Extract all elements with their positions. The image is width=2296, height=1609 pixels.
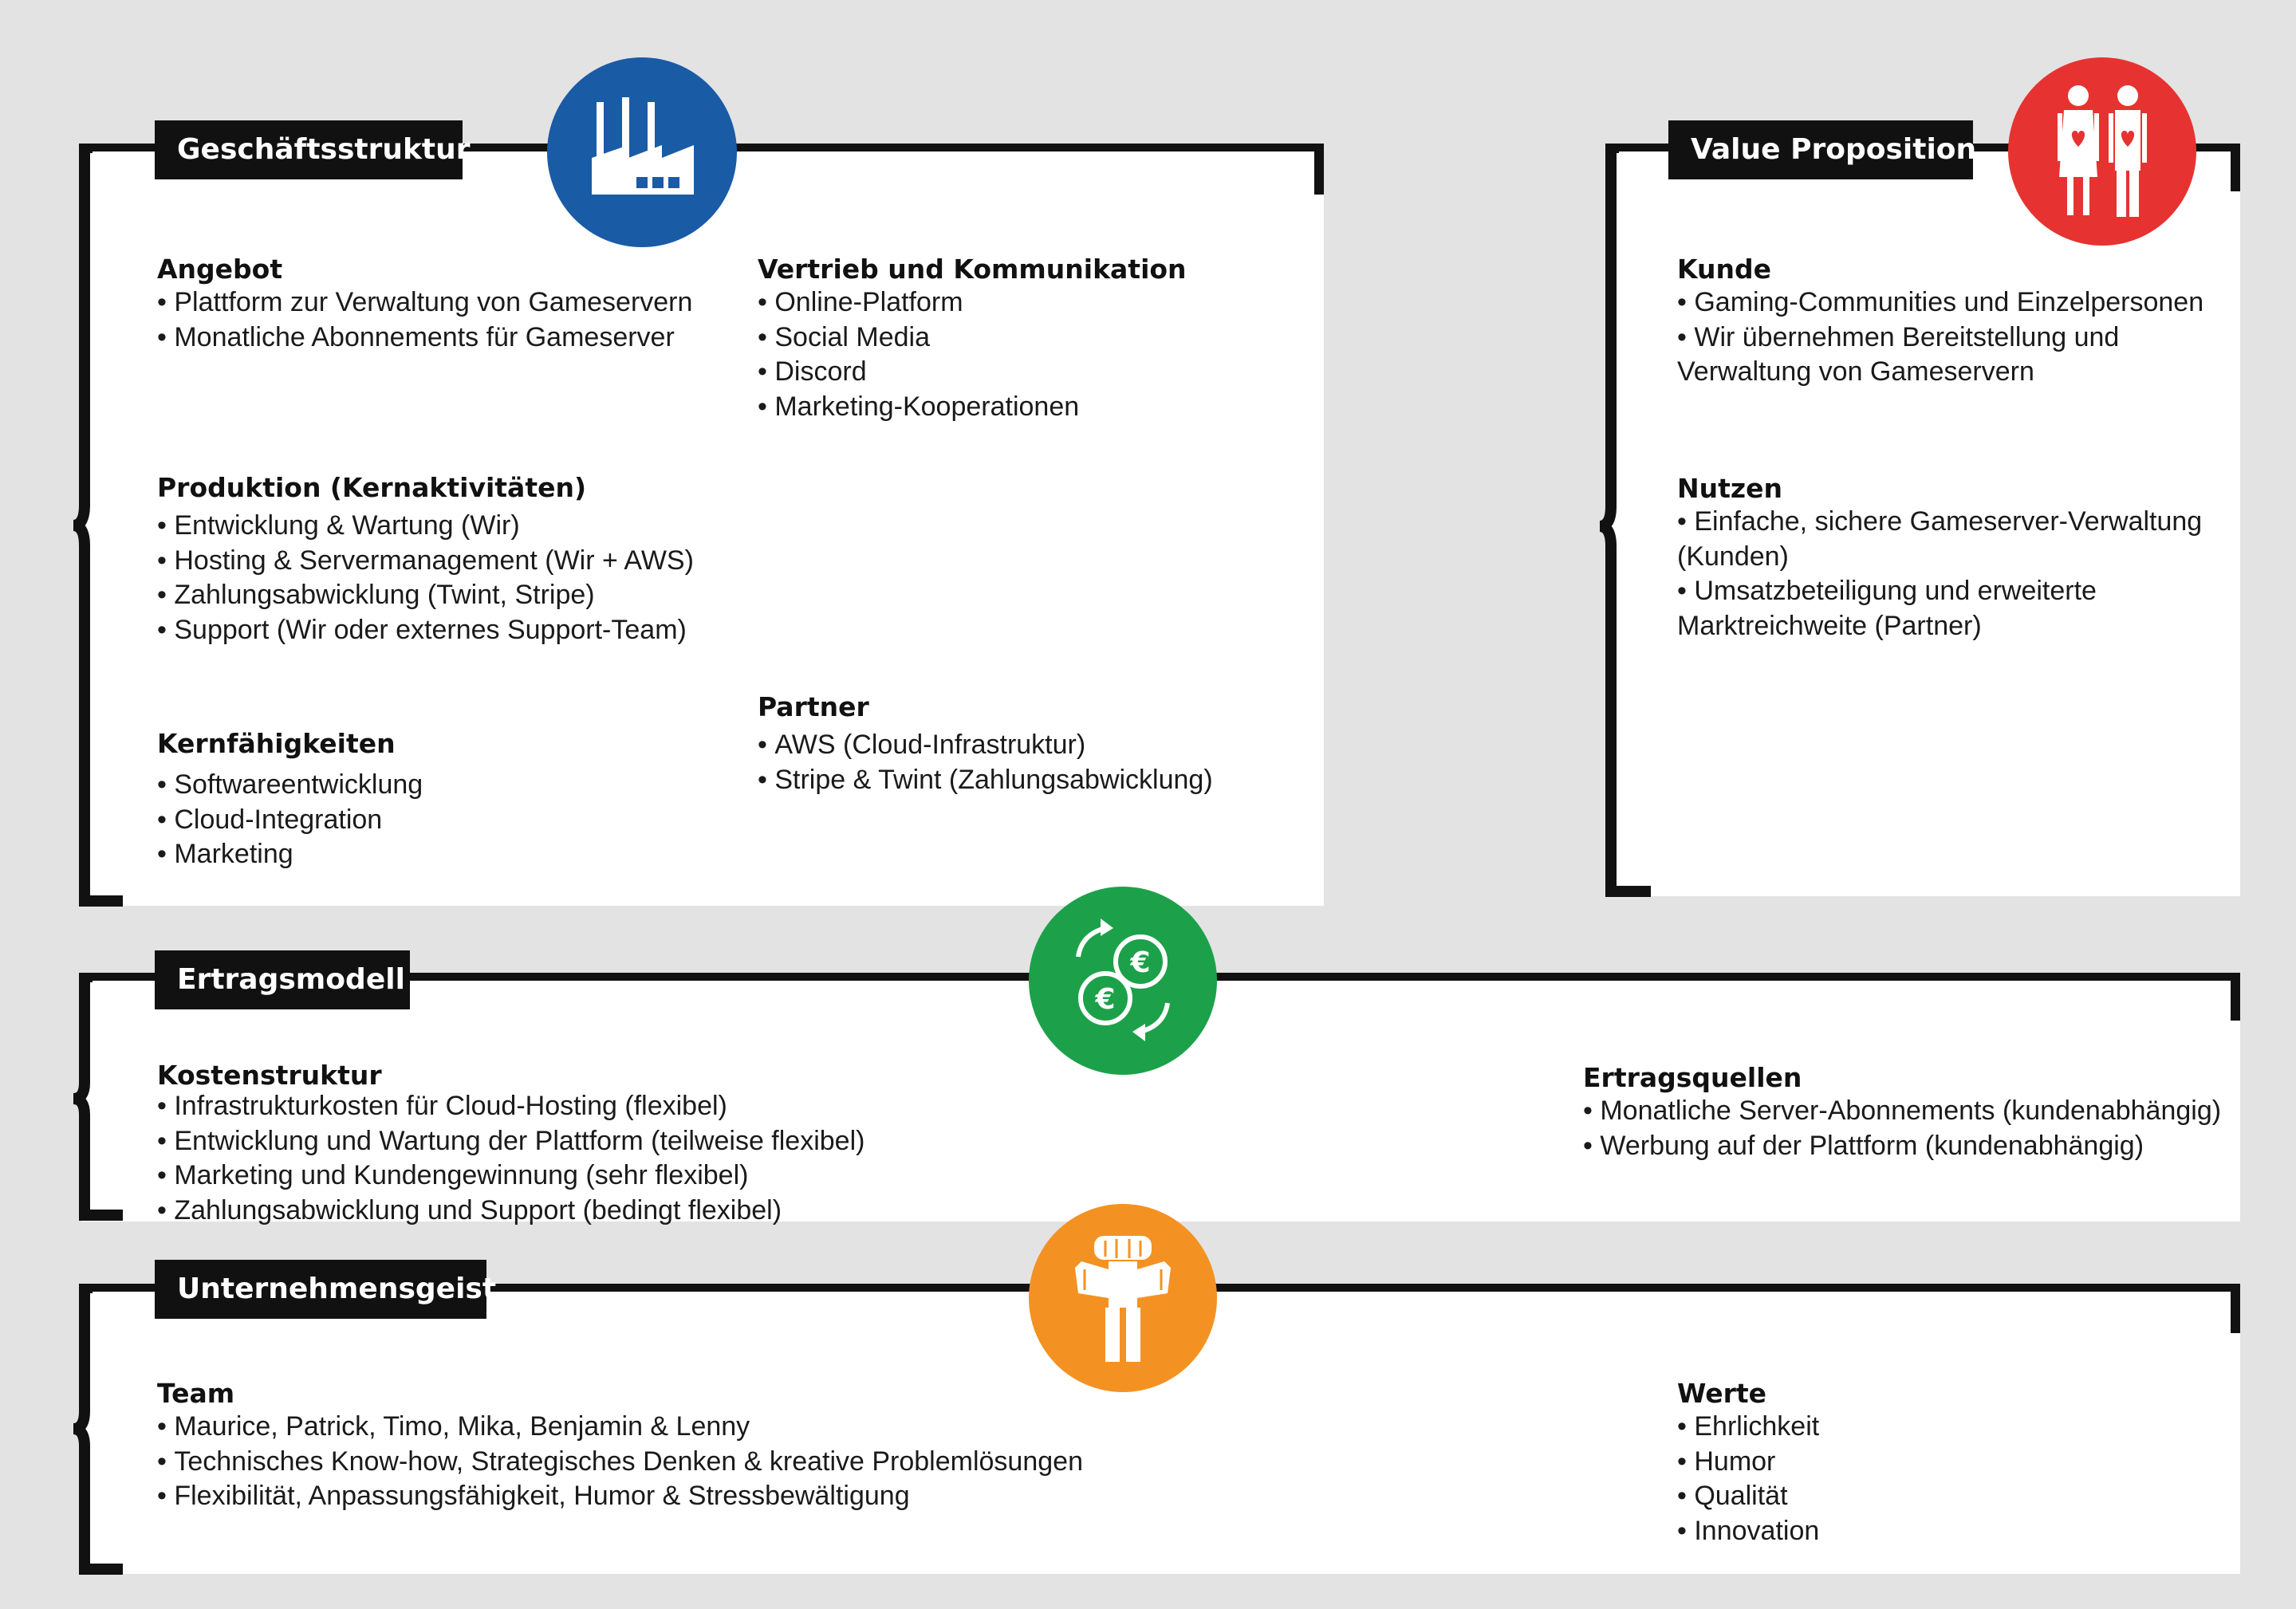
- list-item: Softwareentwicklung: [157, 768, 747, 803]
- kernfaehigkeiten-heading: Kernfähigkeiten: [157, 728, 396, 759]
- produktion-section: Produktion (Kernaktivitäten) Entwicklung…: [157, 472, 747, 647]
- werte-section: Werte Ehrlichkeit Humor Qualität Innovat…: [1677, 1378, 2156, 1548]
- list-item: Social Media: [758, 321, 1300, 356]
- ertragsmodell-right-tick: [2231, 973, 2240, 1021]
- list-item: Innovation: [1677, 1514, 2156, 1549]
- value-proposition-right-tick: [2231, 144, 2240, 191]
- ertragsquellen-heading: Ertragsquellen: [1583, 1062, 1802, 1093]
- angebot-section: Angebot Plattform zur Verwaltung von Gam…: [157, 254, 747, 355]
- list-item: Cloud-Integration: [157, 803, 747, 838]
- ertragsmodell-brace: [73, 973, 123, 1221]
- value-proposition-title: Value Proposition: [1668, 120, 1976, 179]
- partner-section: Partner AWS (Cloud-Infrastruktur) Stripe…: [758, 691, 1300, 797]
- list-item: Marketing: [157, 837, 747, 872]
- list-item: Wir übernehmen Bereitstellung und Verwal…: [1677, 321, 2235, 390]
- couple-hearts-icon: [2008, 57, 2196, 246]
- partner-heading: Partner: [758, 691, 869, 722]
- ertragsquellen-section: Ertragsquellen Monatliche Server-Abonnem…: [1583, 1062, 2237, 1163]
- list-item: Qualität: [1677, 1479, 2156, 1514]
- team-section: Team Maurice, Patrick, Timo, Mika, Benja…: [157, 1378, 1274, 1514]
- euro-coins-exchange-icon: € €: [1029, 887, 1217, 1075]
- list-item: Gaming-Communities und Einzelpersonen: [1677, 285, 2235, 321]
- team-people-icon: [1029, 1204, 1217, 1392]
- list-item: Maurice, Patrick, Timo, Mika, Benjamin &…: [157, 1410, 1274, 1445]
- list-item: AWS (Cloud-Infrastruktur): [758, 728, 1300, 763]
- list-item: Support (Wir oder externes Support-Team): [157, 613, 747, 648]
- nutzen-heading: Nutzen: [1677, 473, 1782, 504]
- list-item: Humor: [1677, 1445, 2156, 1480]
- list-item: Flexibilität, Anpassungsfähigkeit, Humor…: [157, 1479, 1274, 1514]
- list-item: Zahlungsabwicklung und Support (bedingt …: [157, 1194, 1194, 1229]
- produktion-heading: Produktion (Kernaktivitäten): [157, 472, 587, 503]
- list-item: Discord: [758, 355, 1300, 390]
- list-item: Monatliche Abonnements für Gameserver: [157, 321, 747, 356]
- nutzen-section: Nutzen Einfache, sichere Gameserver-Verw…: [1677, 473, 2235, 643]
- kernfaehigkeiten-section: Kernfähigkeiten Softwareentwicklung Clou…: [157, 728, 747, 872]
- list-item: Online-Platform: [758, 285, 1300, 321]
- list-item: Hosting & Servermanagement (Wir + AWS): [157, 544, 747, 579]
- list-item: Technisches Know-how, Strategisches Denk…: [157, 1445, 1274, 1480]
- svg-text:€: €: [1129, 946, 1150, 979]
- geschaeftsstruktur-brace: [73, 144, 123, 907]
- unternehmensgeist-brace: [73, 1284, 123, 1575]
- list-item: Zahlungsabwicklung (Twint, Stripe): [157, 578, 747, 613]
- geschaeftsstruktur-right-tick: [1314, 144, 1324, 195]
- list-item: Ehrlichkeit: [1677, 1410, 2156, 1445]
- list-item: Entwicklung & Wartung (Wir): [157, 509, 747, 544]
- unternehmensgeist-right-tick: [2231, 1284, 2240, 1333]
- list-item: Monatliche Server-Abonnements (kundenabh…: [1583, 1094, 2237, 1129]
- werte-heading: Werte: [1677, 1378, 1767, 1409]
- angebot-heading: Angebot: [157, 254, 283, 285]
- list-item: Marketing und Kundengewinnung (sehr flex…: [157, 1159, 1194, 1194]
- list-item: Werbung auf der Plattform (kundenabhängi…: [1583, 1129, 2237, 1164]
- kostenstruktur-heading: Kostenstruktur: [157, 1060, 382, 1091]
- list-item: Infrastrukturkosten für Cloud-Hosting (f…: [157, 1089, 1194, 1124]
- kunde-heading: Kunde: [1677, 254, 1771, 285]
- geschaeftsstruktur-title: Geschäftsstruktur: [155, 120, 471, 179]
- factory-icon: [547, 57, 737, 247]
- list-item: Einfache, sichere Gameserver-Verwaltung …: [1677, 505, 2235, 574]
- ertragsmodell-title: Ertragsmodell: [155, 950, 410, 1009]
- vertrieb-section: Vertrieb und Kommunikation Online-Platfo…: [758, 254, 1300, 424]
- list-item: Umsatzbeteiligung und erweiterte Marktre…: [1677, 574, 2235, 643]
- kostenstruktur-section: Kostenstruktur Infrastrukturkosten für C…: [157, 1062, 1194, 1228]
- kunde-section: Kunde Gaming-Communities und Einzelperso…: [1677, 254, 2235, 390]
- team-heading: Team: [157, 1378, 235, 1409]
- svg-text:€: €: [1094, 983, 1115, 1016]
- list-item: Plattform zur Verwaltung von Gameservern: [157, 285, 747, 321]
- vertrieb-heading: Vertrieb und Kommunikation: [758, 254, 1187, 285]
- list-item: Entwicklung und Wartung der Plattform (t…: [157, 1124, 1194, 1159]
- list-item: Stripe & Twint (Zahlungsabwicklung): [758, 763, 1300, 798]
- list-item: Marketing-Kooperationen: [758, 390, 1300, 425]
- value-proposition-brace: [1599, 144, 1651, 897]
- unternehmensgeist-title: Unternehmensgeist: [155, 1260, 496, 1319]
